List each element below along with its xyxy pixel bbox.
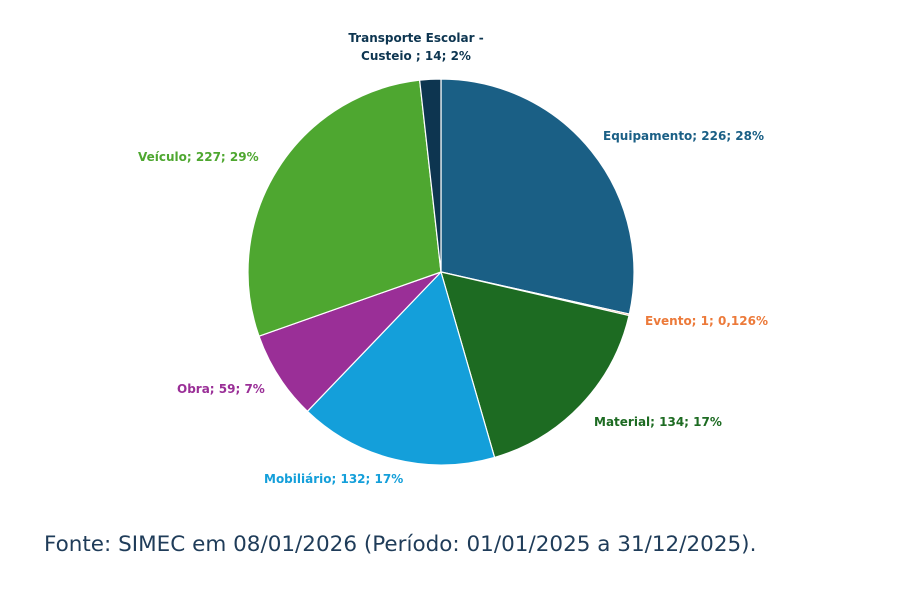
pie-chart-svg [247, 78, 635, 466]
label-transporte-line2: Custeio ; 14; 2% [361, 49, 471, 63]
label-veiculo: Veículo; 227; 29% [138, 150, 259, 164]
label-evento: Evento; 1; 0,126% [645, 314, 768, 328]
label-equipamento: Equipamento; 226; 28% [603, 129, 765, 143]
label-material: Material; 134; 17% [594, 415, 722, 429]
label-transporte-line1: Transporte Escolar - [348, 31, 484, 45]
label-mobiliario: Mobiliário; 132; 17% [264, 472, 404, 486]
label-transporte-escolar: Transporte Escolar - Custeio ; 14; 2% [326, 29, 506, 65]
pie-slice-mobiliario [306, 271, 496, 466]
pie-slice-veiculo [247, 79, 442, 337]
pie-slice-material [440, 271, 630, 459]
pie-slice-equipamento [440, 78, 635, 315]
source-note: Fonte: SIMEC em 08/01/2026 (Período: 01/… [44, 532, 757, 557]
label-obra: Obra; 59; 7% [177, 382, 265, 396]
pie-slice-transporte [419, 78, 442, 273]
